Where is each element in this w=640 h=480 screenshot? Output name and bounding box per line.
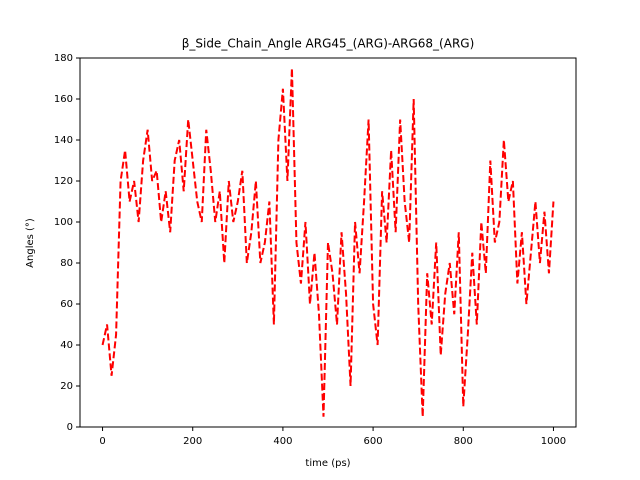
y-tick-label: 120	[54, 176, 73, 187]
y-axis-label: Angles (°)	[25, 218, 36, 268]
x-tick-label: 400	[273, 436, 292, 447]
x-tick-label: 200	[183, 436, 202, 447]
x-tick-label: 600	[364, 436, 383, 447]
x-tick-label: 1000	[541, 436, 566, 447]
y-tick-label: 180	[54, 53, 73, 64]
x-tick-label: 800	[454, 436, 473, 447]
data-line	[101, 68, 555, 417]
y-tick-label: 100	[54, 217, 73, 228]
x-tick-label: 0	[99, 436, 105, 447]
y-tick-label: 140	[54, 135, 73, 146]
y-tick-label: 60	[60, 299, 73, 310]
chart-title: β_Side_Chain_Angle ARG45_(ARG)-ARG68_(AR…	[182, 37, 475, 51]
y-tick-label: 40	[60, 340, 73, 351]
y-tick-label: 160	[54, 94, 73, 105]
y-tick-label: 80	[60, 258, 73, 269]
y-tick-label: 20	[60, 381, 73, 392]
y-tick-label: 0	[67, 422, 73, 433]
x-axis-label: time (ps)	[305, 458, 350, 469]
plot-frame	[79, 57, 577, 428]
